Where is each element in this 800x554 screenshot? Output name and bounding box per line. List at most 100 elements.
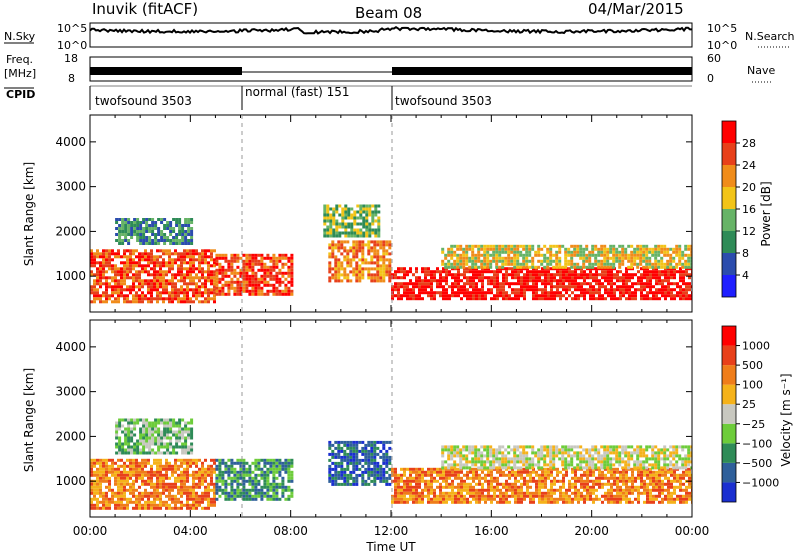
velocity-echo-cell [123,506,126,510]
power-echo-cell [186,270,189,274]
power-echo-cell [323,228,327,232]
power-echo-cell [201,291,204,295]
velocity-echo-cell [460,491,463,495]
power-echo-cell [496,273,499,277]
power-echo-cell [159,255,162,259]
velocity-echo-cell [373,458,377,462]
power-echo-cell [323,213,327,217]
velocity-echo-cell [568,488,571,492]
power-echo-cell [480,259,484,263]
power-echo-cell [359,216,363,220]
power-echo-cell [359,234,363,238]
velocity-echo-cell [358,449,362,453]
power-echo-cell [532,273,535,277]
velocity-echo-cell [171,497,174,501]
power-echo-cell [474,265,478,269]
power-echo-cell [616,288,619,292]
power-echo-cell [374,234,378,238]
velocity-echo-cell [457,494,460,498]
velocity-echo-cell [328,467,332,471]
power-echo-cell [688,276,691,280]
power-echo-cell [90,264,93,268]
velocity-echo-cell [328,458,332,462]
velocity-echo-cell [242,458,246,462]
velocity-echo-cell [275,494,279,498]
velocity-echo-cell [598,485,601,489]
power-echo-cell [516,247,520,251]
power-echo-cell [144,252,147,256]
power-echo-cell [230,286,234,290]
power-echo-cell [254,280,258,284]
velocity-echo-cell [174,494,177,498]
power-echo-cell [96,288,99,292]
velocity-echo-cell [508,485,511,489]
power-echo-cell [633,250,637,254]
power-echo-cell [514,276,517,280]
power-echo-cell [628,279,631,283]
velocity-echo-cell [532,500,535,504]
velocity-echo-cell [454,470,457,474]
power-echo-cell [108,252,111,256]
velocity-echo-cell [278,482,282,486]
power-echo-cell [358,273,362,277]
power-echo-cell [625,273,628,277]
power-echo-cell [673,294,676,298]
nsky-trace [89,26,692,35]
power-echo-cell [648,259,652,263]
power-echo-cell [442,285,445,289]
velocity-echo-cell [213,494,216,498]
power-echo-cell [382,246,386,250]
power-echo-cell [570,256,574,260]
velocity-echo-cell [129,485,132,489]
velocity-echo-cell [556,500,559,504]
power-echo-cell [361,243,365,247]
power-echo-cell [290,280,294,284]
power-echo-cell [394,273,397,277]
power-echo-cell [534,265,538,269]
power-echo-cell [284,286,288,290]
velocity-echo-cell [457,488,460,492]
velocity-echo-cell [145,439,149,443]
power-echo-cell [343,267,347,271]
power-echo-cell [361,255,365,259]
power-echo-cell [529,285,532,289]
velocity-echo-cell [242,464,246,468]
power-echo-cell [272,253,276,257]
power-echo-cell [355,261,359,265]
velocity-echo-cell [272,476,276,480]
velocity-echo-cell [592,473,595,477]
power-echo-cell [574,273,577,277]
power-echo-cell [486,265,490,269]
velocity-echo-cell [171,467,174,471]
power-echo-cell [487,288,490,292]
velocity-echo-cell [135,503,138,507]
power-echo-cell [487,282,490,286]
power-echo-cell [124,236,128,239]
velocity-echo-cell [427,485,430,489]
velocity-echo-cell [123,503,126,507]
velocity-echo-cell [340,458,344,462]
power-echo-cell [195,276,198,280]
velocity-echo-cell [499,488,502,492]
power-echo-cell [397,267,400,271]
power-echo-cell [338,225,342,229]
power-echo-cell [117,297,120,301]
velocity-echo-cell [526,485,529,489]
velocity-echo-cell [266,482,270,486]
velocity-echo-cell [559,479,562,483]
power-echo-cell [111,288,114,292]
velocity-echo-cell [150,500,153,504]
power-echo-cell [667,285,670,289]
power-echo-cell [349,270,353,274]
velocity-echo-cell [108,482,111,486]
power-echo-cell [529,279,532,283]
power-echo-cell [353,213,357,217]
velocity-echo-cell [433,488,436,492]
power-echo-cell [254,283,258,287]
velocity-echo-cell [577,497,580,501]
power-echo-cell [562,276,565,280]
power-echo-cell [394,285,397,289]
power-echo-cell [439,279,442,283]
velocity-echo-cell [180,491,183,495]
power-echo-cell [519,244,523,248]
